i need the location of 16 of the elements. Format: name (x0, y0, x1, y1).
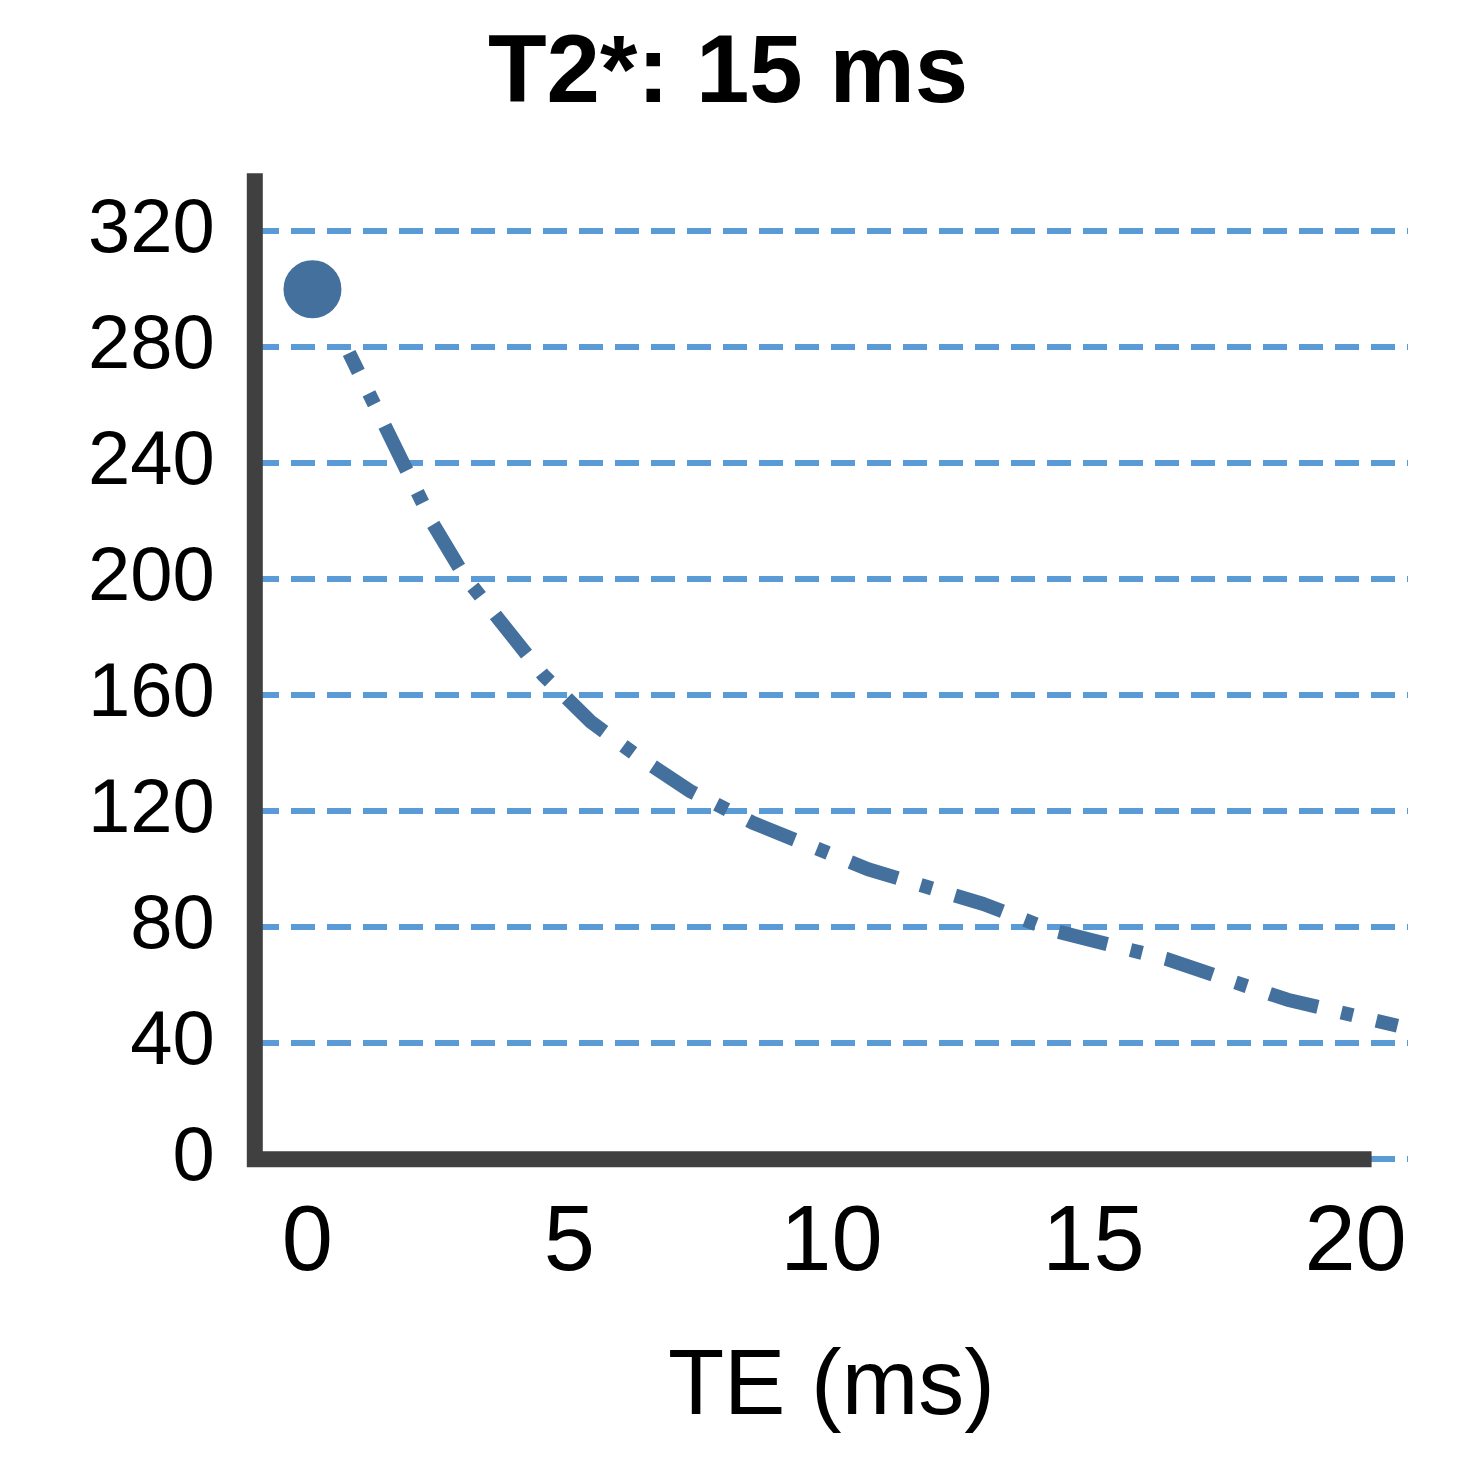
y-tick-label: 200 (87, 531, 215, 617)
y-tick-label: 280 (87, 299, 215, 385)
x-axis-title: TE (ms) (667, 1331, 995, 1434)
y-tick-label: 240 (87, 415, 215, 501)
y-tick-label: 120 (87, 763, 215, 849)
x-tick-label: 0 (281, 1186, 333, 1289)
x-tick-label: 10 (780, 1186, 883, 1289)
x-tick-label: 15 (1042, 1186, 1145, 1289)
y-tick-label: 0 (172, 1111, 215, 1197)
chart-title: T2*: 15 ms (487, 15, 969, 123)
y-tick-label: 80 (130, 879, 215, 965)
y-tick-label: 40 (130, 995, 215, 1081)
x-tick-label: 20 (1304, 1186, 1407, 1289)
y-tick-label: 160 (87, 647, 215, 733)
y-tick-label: 320 (87, 183, 215, 269)
x-tick-label: 5 (543, 1186, 595, 1289)
